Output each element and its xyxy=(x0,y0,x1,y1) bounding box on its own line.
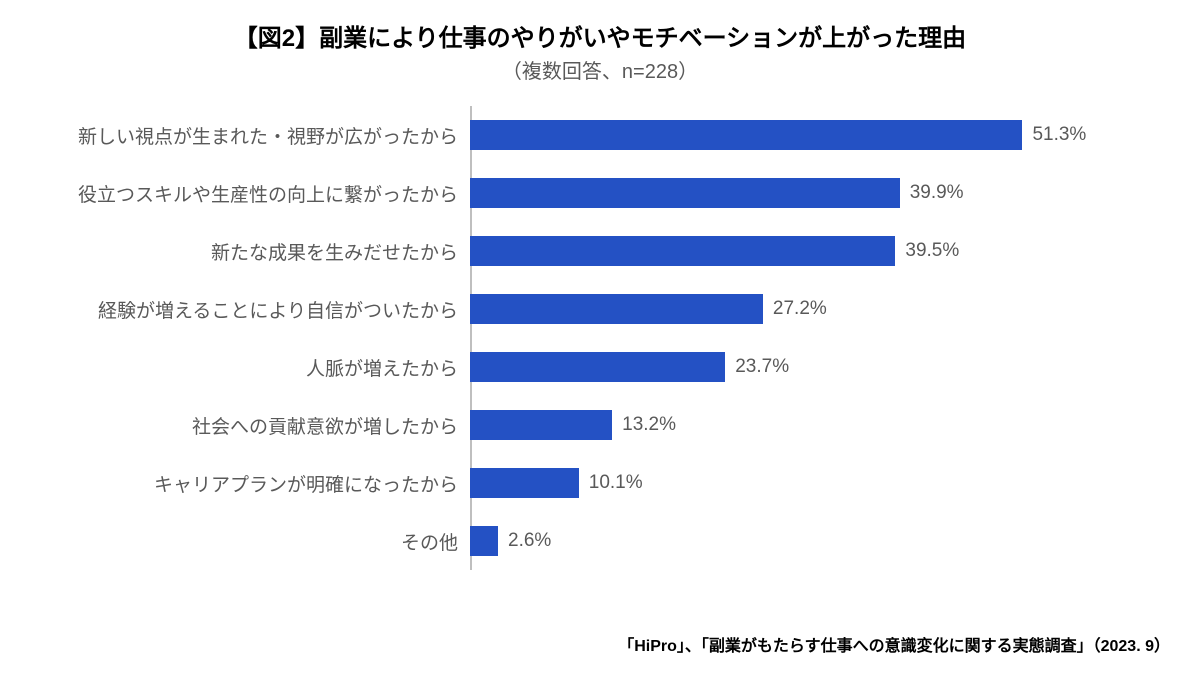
category-label: キャリアプランが明確になったから xyxy=(30,470,470,497)
value-label: 23.7% xyxy=(735,356,789,378)
bar-wrap: 27.2% xyxy=(470,280,1170,338)
chart-title: 【図2】副業により仕事のやりがいやモチベーションが上がった理由 xyxy=(30,18,1170,53)
chart-row: 人脈が増えたから 23.7% xyxy=(30,338,1170,396)
category-label: 社会への貢献意欲が増したから xyxy=(30,412,470,439)
category-label: 新しい視点が生まれた・視野が広がったから xyxy=(30,122,470,149)
value-label: 39.5% xyxy=(905,240,959,262)
bar-wrap: 23.7% xyxy=(470,338,1170,396)
category-label: その他 xyxy=(30,528,470,555)
value-label: 10.1% xyxy=(589,472,643,494)
value-label: 39.9% xyxy=(910,182,964,204)
chart-row: 経験が増えることにより自信がついたから 27.2% xyxy=(30,280,1170,338)
bar xyxy=(470,410,612,440)
category-label: 役立つスキルや生産性の向上に繋がったから xyxy=(30,180,470,207)
chart-container: 【図2】副業により仕事のやりがいやモチベーションが上がった理由 （複数回答、n=… xyxy=(0,0,1200,674)
bar xyxy=(470,294,763,324)
source-caption: 「HiPro」、「副業がもたらす仕事への意識変化に関する実態調査」（2023. … xyxy=(618,632,1170,656)
chart-subtitle: （複数回答、n=228） xyxy=(30,55,1170,84)
bar xyxy=(470,120,1022,150)
category-label: 人脈が増えたから xyxy=(30,354,470,381)
chart-row: 新たな成果を生みだせたから 39.5% xyxy=(30,222,1170,280)
bar-wrap: 51.3% xyxy=(470,106,1170,164)
chart-row: 新しい視点が生まれた・視野が広がったから 51.3% xyxy=(30,106,1170,164)
value-label: 13.2% xyxy=(622,414,676,436)
chart-area: 新しい視点が生まれた・視野が広がったから 51.3% 役立つスキルや生産性の向上に繋… xyxy=(30,106,1170,570)
value-label: 51.3% xyxy=(1032,124,1086,146)
chart-rows: 新しい視点が生まれた・視野が広がったから 51.3% 役立つスキルや生産性の向上に繋… xyxy=(30,106,1170,570)
chart-row: キャリアプランが明確になったから 10.1% xyxy=(30,454,1170,512)
value-label: 2.6% xyxy=(508,530,551,552)
bar-wrap: 39.5% xyxy=(470,222,1170,280)
bar xyxy=(470,468,579,498)
bar-wrap: 2.6% xyxy=(470,512,1170,570)
chart-row: 社会への貢献意欲が増したから 13.2% xyxy=(30,396,1170,454)
chart-row: 役立つスキルや生産性の向上に繋がったから 39.9% xyxy=(30,164,1170,222)
category-label: 新たな成果を生みだせたから xyxy=(30,238,470,265)
bar-wrap: 39.9% xyxy=(470,164,1170,222)
bar-wrap: 10.1% xyxy=(470,454,1170,512)
category-label: 経験が増えることにより自信がついたから xyxy=(30,296,470,323)
bar-wrap: 13.2% xyxy=(470,396,1170,454)
bar xyxy=(470,178,900,208)
chart-row: その他 2.6% xyxy=(30,512,1170,570)
bar xyxy=(470,352,725,382)
bar xyxy=(470,526,498,556)
bar xyxy=(470,236,895,266)
value-label: 27.2% xyxy=(773,298,827,320)
